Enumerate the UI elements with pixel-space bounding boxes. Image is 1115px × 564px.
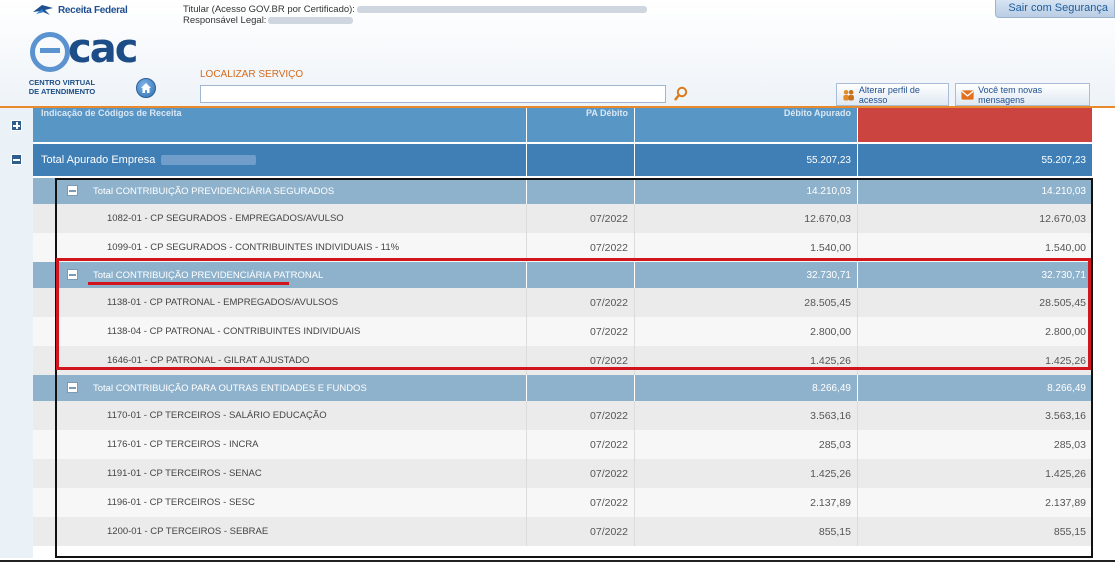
- total-balance: 55.207,23: [858, 144, 1093, 176]
- search-icon[interactable]: [673, 86, 689, 102]
- titular-label: Titular (Acesso GOV.BR por Certificado):: [183, 4, 355, 15]
- table-row[interactable]: 1138-04 - CP PATRONAL - CONTRIBUINTES IN…: [33, 317, 1093, 346]
- redacted-titular: [356, 5, 647, 13]
- total-debit: 55.207,23: [635, 144, 858, 176]
- annotation-red-frame: [56, 258, 1091, 370]
- brand-name: Receita Federal: [58, 4, 128, 16]
- table-row[interactable]: 1200-01 - CP TERCEIROS - SEBRAE 07/2022 …: [33, 517, 1093, 546]
- user-info: Titular (Acesso GOV.BR por Certificado):…: [183, 4, 647, 26]
- code-cell: 1176-01 - CP TERCEIROS - INCRA: [33, 430, 527, 459]
- ecac-logo[interactable]: cac CENTRO VIRTUAL DE ATENDIMENTO: [20, 26, 170, 106]
- messages-label: Você tem novas mensagens: [978, 84, 1043, 105]
- search-input[interactable]: [200, 85, 666, 103]
- code-cell: 1646-01 - CP PATRONAL - GILRAT AJUSTADO: [33, 346, 527, 375]
- pa-cell: 07/2022: [527, 488, 635, 517]
- expand-icon[interactable]: [11, 120, 22, 131]
- debit-cell: 1.425,26: [635, 346, 858, 375]
- table-header-row: Indicação de Códigos de Receita PA Débit…: [33, 108, 1093, 142]
- pa-cell: 07/2022: [527, 233, 635, 262]
- group-pa: [527, 178, 635, 204]
- group-row-outras-entidades[interactable]: Total CONTRIBUIÇÃO PARA OUTRAS ENTIDADES…: [33, 375, 1093, 401]
- table-row[interactable]: 1176-01 - CP TERCEIROS - INCRA 07/2022 2…: [33, 430, 1093, 459]
- home-icon[interactable]: [136, 78, 156, 98]
- profile-icon: [843, 89, 854, 100]
- group-pa: [527, 375, 635, 401]
- group-debit: 32.730,71: [635, 262, 858, 288]
- ecac-logo-subtitle: CENTRO VIRTUAL DE ATENDIMENTO: [26, 78, 98, 96]
- ecac-e-mark: [30, 32, 70, 72]
- debit-cell: 3.563,16: [635, 401, 858, 430]
- search-label: LOCALIZAR SERVIÇO: [200, 69, 304, 80]
- header: Receita Federal Titular (Acesso GOV.BR p…: [0, 0, 1115, 108]
- pa-cell: 07/2022: [527, 288, 635, 317]
- pa-cell: 07/2022: [527, 317, 635, 346]
- debit-cell: 2.800,00: [635, 317, 858, 346]
- group-label: Total CONTRIBUIÇÃO PREVIDENCIÁRIA SEGURA…: [33, 178, 527, 204]
- pa-cell: 07/2022: [527, 430, 635, 459]
- code-cell: 1138-04 - CP PATRONAL - CONTRIBUINTES IN…: [33, 317, 527, 346]
- table-row[interactable]: 1082-01 - CP SEGURADOS - EMPREGADOS/AVUL…: [33, 204, 1093, 233]
- debit-cell: 12.670,03: [635, 204, 858, 233]
- debit-cell: 1.540,00: [635, 233, 858, 262]
- group-label: Total CONTRIBUIÇÃO PARA OUTRAS ENTIDADES…: [33, 375, 527, 401]
- receita-federal-logo[interactable]: Receita Federal: [32, 2, 128, 18]
- code-cell: 1196-01 - CP TERCEIROS - SESC: [33, 488, 527, 517]
- logo-sub-line2: DE ATENDIMENTO: [28, 87, 96, 96]
- table-row[interactable]: 1191-01 - CP TERCEIROS - SENAC 07/2022 1…: [33, 459, 1093, 488]
- collapse-icon[interactable]: [67, 269, 78, 280]
- code-cell: 1138-01 - CP PATRONAL - EMPREGADOS/AVULS…: [33, 288, 527, 317]
- bottom-divider: [0, 560, 1115, 562]
- total-label-cell: Total Apurado Empresa: [33, 144, 527, 176]
- pa-cell: 07/2022: [527, 459, 635, 488]
- responsavel-label: Responsável Legal:: [183, 15, 267, 26]
- total-row[interactable]: Total Apurado Empresa 55.207,23 55.207,2…: [33, 144, 1093, 176]
- debit-cell: 28.505,45: [635, 288, 858, 317]
- change-profile-button[interactable]: Alterar perfil de acesso: [836, 83, 949, 106]
- total-pa: [527, 144, 635, 176]
- collapse-icon[interactable]: [67, 382, 78, 393]
- collapse-icon[interactable]: [67, 185, 78, 196]
- pa-cell: 07/2022: [527, 346, 635, 375]
- tree-gutter: [0, 108, 33, 558]
- ecac-e-bar: [40, 48, 60, 53]
- debit-cell: 855,15: [635, 517, 858, 546]
- code-cell: 1082-01 - CP SEGURADOS - EMPREGADOS/AVUL…: [33, 204, 527, 233]
- receita-bird-icon: [33, 5, 53, 15]
- code-cell: 1170-01 - CP TERCEIROS - SALÁRIO EDUCAÇÃ…: [33, 401, 527, 430]
- table-row[interactable]: 1099-01 - CP SEGURADOS - CONTRIBUINTES I…: [33, 233, 1093, 262]
- column-header-debit[interactable]: Débito Apurado: [635, 108, 858, 142]
- group-label: Total CONTRIBUIÇÃO PREVIDENCIÁRIA PATRON…: [33, 262, 527, 288]
- table-row[interactable]: 1170-01 - CP TERCEIROS - SALÁRIO EDUCAÇÃ…: [33, 401, 1093, 430]
- code-cell: 1200-01 - CP TERCEIROS - SEBRAE: [33, 517, 527, 546]
- messages-button[interactable]: Você tem novas mensagens: [955, 83, 1090, 106]
- logo-sub-line1: CENTRO VIRTUAL: [28, 78, 96, 87]
- debit-cell: 1.425,26: [635, 459, 858, 488]
- group-debit: 14.210,03: [635, 178, 858, 204]
- group-pa: [527, 262, 635, 288]
- pa-cell: 07/2022: [527, 204, 635, 233]
- collapse-icon[interactable]: [11, 154, 22, 165]
- pa-cell: 07/2022: [527, 401, 635, 430]
- ecac-logo-text: cac: [68, 26, 138, 72]
- column-header-pa[interactable]: PA Débito: [527, 108, 635, 142]
- total-label: Total Apurado Empresa: [41, 154, 156, 166]
- column-header-code[interactable]: Indicação de Códigos de Receita: [33, 108, 527, 142]
- change-profile-label: Alterar perfil de acesso: [858, 84, 920, 105]
- debit-cell: 2.137,89: [635, 488, 858, 517]
- column-header-red: [858, 108, 1093, 142]
- group-debit: 8.266,49: [635, 375, 858, 401]
- pa-cell: 07/2022: [527, 517, 635, 546]
- redacted-responsavel: [268, 16, 354, 24]
- redacted-cnpj: [161, 155, 257, 165]
- group-row-segurados[interactable]: Total CONTRIBUIÇÃO PREVIDENCIÁRIA SEGURA…: [33, 178, 1093, 204]
- code-cell: 1191-01 - CP TERCEIROS - SENAC: [33, 459, 527, 488]
- table-row[interactable]: 1646-01 - CP PATRONAL - GILRAT AJUSTADO …: [33, 346, 1093, 375]
- mail-icon: [961, 89, 974, 100]
- debit-cell: 285,03: [635, 430, 858, 459]
- table-row[interactable]: 1196-01 - CP TERCEIROS - SESC 07/2022 2.…: [33, 488, 1093, 517]
- code-cell: 1099-01 - CP SEGURADOS - CONTRIBUINTES I…: [33, 233, 527, 262]
- logout-button[interactable]: Sair com Segurança: [995, 0, 1115, 18]
- annotation-red-underline: [88, 282, 289, 285]
